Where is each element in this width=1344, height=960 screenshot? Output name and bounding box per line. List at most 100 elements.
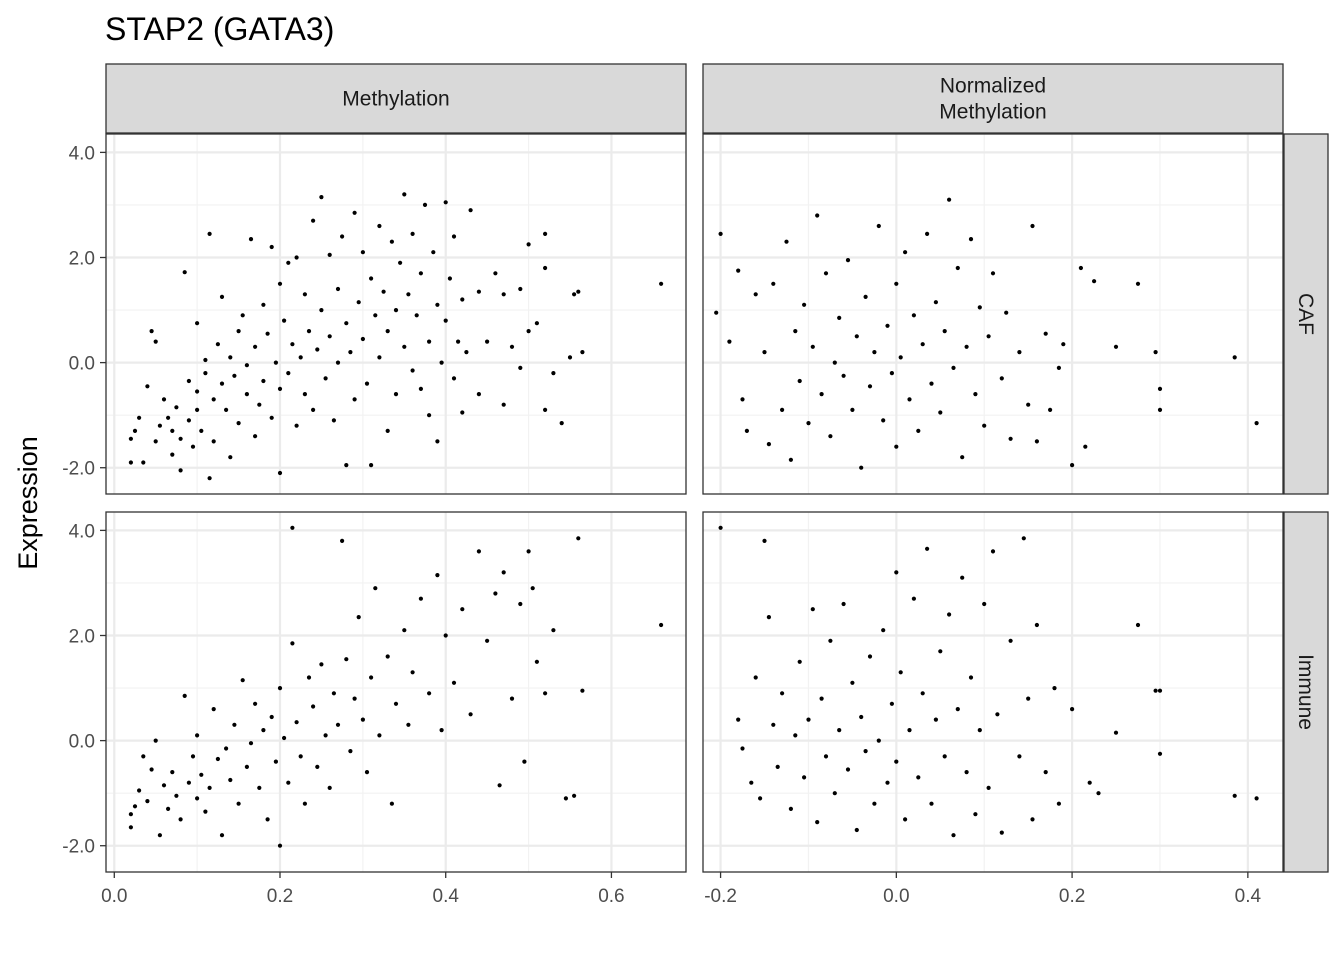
data-point	[414, 313, 419, 318]
data-point	[815, 213, 820, 218]
data-point	[141, 754, 146, 759]
data-point	[982, 601, 987, 607]
data-point	[290, 641, 295, 646]
data-point	[518, 286, 523, 292]
data-point	[964, 344, 969, 349]
data-point	[727, 339, 732, 344]
data-point	[999, 376, 1004, 381]
data-point	[290, 342, 295, 347]
data-point	[253, 701, 258, 706]
data-point	[1017, 350, 1022, 355]
data-point	[302, 292, 307, 297]
data-point	[211, 707, 216, 712]
data-point	[784, 239, 789, 244]
data-point	[567, 355, 573, 360]
data-point	[771, 281, 776, 286]
data-point	[211, 397, 216, 402]
data-point	[360, 717, 365, 722]
data-point	[1043, 770, 1048, 775]
data-point	[788, 457, 794, 462]
data-point	[402, 628, 407, 633]
data-point	[418, 596, 423, 601]
row-strip	[1283, 133, 1329, 495]
data-point	[261, 378, 266, 384]
data-point	[195, 796, 200, 801]
data-point	[290, 525, 295, 530]
data-point	[344, 657, 349, 662]
data-point	[762, 350, 767, 355]
data-point	[925, 546, 930, 551]
panel-normalized-methylation-immune	[703, 512, 1283, 872]
data-point	[534, 659, 540, 664]
y-tick-label: 4.0	[69, 521, 95, 542]
data-point	[435, 302, 440, 307]
data-point	[161, 783, 167, 788]
data-point	[327, 785, 332, 791]
data-point	[228, 355, 233, 360]
data-point	[161, 397, 167, 402]
data-point	[1153, 350, 1158, 355]
data-point	[153, 738, 158, 743]
data-point	[951, 833, 956, 838]
data-point	[406, 292, 411, 297]
data-point	[916, 428, 921, 433]
data-point	[468, 712, 473, 717]
data-point	[282, 318, 287, 323]
data-point	[253, 434, 258, 439]
data-point	[186, 418, 191, 423]
data-point	[476, 549, 481, 554]
data-point	[352, 210, 357, 215]
data-point	[872, 801, 877, 806]
data-point	[894, 444, 899, 449]
data-point	[381, 289, 386, 294]
x-tick-label: 0.2	[1059, 886, 1085, 907]
data-point	[1153, 688, 1158, 693]
data-point	[377, 733, 382, 738]
data-point	[982, 423, 987, 428]
data-point	[753, 292, 758, 297]
data-point	[1232, 355, 1237, 360]
data-point	[294, 423, 299, 428]
data-point	[485, 339, 490, 344]
data-point	[854, 827, 859, 833]
data-point	[973, 392, 978, 397]
data-point	[518, 601, 523, 607]
data-point	[460, 410, 465, 415]
data-point	[468, 208, 473, 213]
data-point	[439, 728, 444, 733]
data-point	[377, 223, 382, 229]
data-point	[509, 344, 515, 349]
data-point	[398, 260, 403, 265]
data-point	[766, 615, 772, 620]
column-strip-label: Methylation	[342, 88, 449, 111]
data-point	[476, 392, 481, 397]
data-point	[157, 423, 162, 428]
data-point	[402, 344, 407, 349]
data-point	[228, 777, 233, 783]
data-point	[714, 310, 719, 315]
data-point	[348, 749, 353, 754]
data-point	[885, 323, 890, 328]
data-point	[418, 386, 423, 391]
data-point	[1092, 279, 1097, 284]
data-point	[190, 754, 196, 759]
data-point	[344, 463, 349, 468]
data-point	[876, 738, 881, 743]
data-point	[431, 250, 436, 255]
data-point	[929, 381, 934, 386]
data-point	[845, 767, 851, 772]
data-point	[501, 292, 506, 297]
data-point	[294, 255, 299, 260]
data-point	[277, 686, 283, 691]
data-point	[1157, 407, 1163, 412]
data-point	[920, 342, 925, 347]
data-point	[269, 714, 274, 720]
data-point	[244, 392, 249, 397]
data-point	[273, 759, 278, 764]
data-point	[335, 360, 341, 365]
data-point	[393, 308, 399, 313]
data-point	[340, 538, 345, 544]
data-point	[938, 410, 943, 415]
data-point	[128, 460, 133, 465]
data-point	[955, 265, 960, 271]
